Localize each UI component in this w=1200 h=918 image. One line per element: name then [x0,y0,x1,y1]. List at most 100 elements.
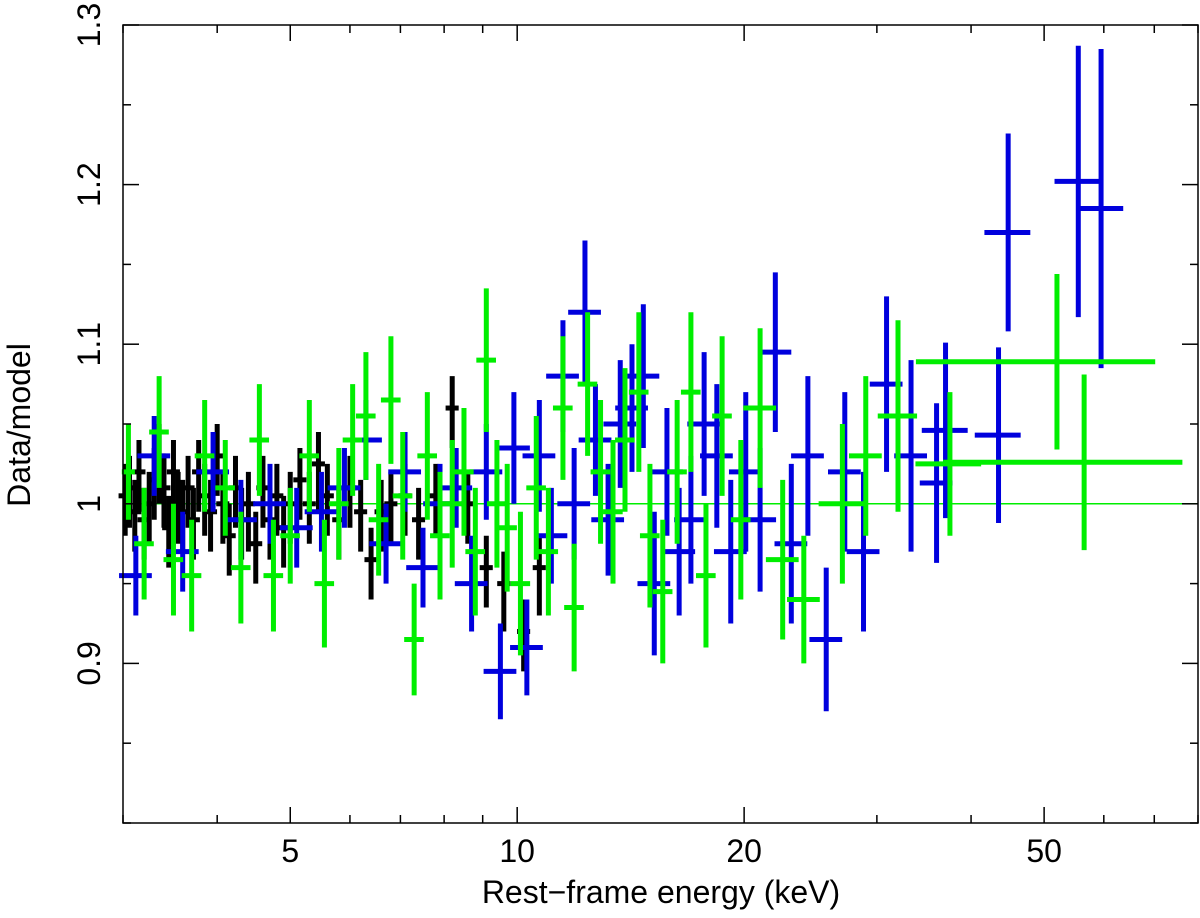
data-point [249,511,263,584]
data-point [577,312,598,456]
data-point [445,376,459,448]
data-point [532,535,546,616]
data-point [680,312,701,472]
data-point [522,400,556,512]
data-point [765,479,799,640]
data-point [974,347,1021,523]
data-point [712,336,732,496]
y-axis-label: Data/model [1,343,37,507]
data-point [497,392,530,504]
data-point [293,447,307,520]
data-point [730,439,751,600]
data-point [476,288,496,432]
data-point [442,439,462,568]
data-point [578,384,612,496]
data-point [984,133,1031,332]
data-point [483,623,517,720]
data-point [497,463,517,592]
data-point [253,463,286,544]
y-tick-label: 1.1 [71,322,107,366]
data-point [510,511,531,656]
series-2 [121,273,1183,696]
data-point [915,273,1156,450]
data-point [280,487,300,584]
data-point [215,439,235,536]
data-point [417,392,438,520]
data-point [486,439,507,568]
data-point [538,487,559,616]
data-point [943,374,1183,551]
axes-layer: 0.9 1 1.1 1.2 1.3 5 10 20 50 [71,3,1199,869]
x-tick-label: 20 [726,833,762,869]
data-point [249,384,270,496]
data-point [465,487,486,616]
data-point [877,320,918,512]
data-point [342,384,363,496]
x-tick-label: 50 [1026,833,1062,869]
data-point [369,503,403,584]
data-point [695,503,716,648]
data-point [299,400,320,512]
data-point [848,376,882,536]
data-point [479,535,493,608]
data-point [809,567,843,712]
data-point [137,416,171,496]
data-point [639,463,660,608]
data-point [787,535,820,664]
data-point [564,543,584,672]
y-tick-label: 1.3 [71,3,107,47]
series-layer [118,45,1198,720]
data-point [119,535,152,616]
data-point [314,519,335,648]
data-point [603,439,623,584]
data-point [194,400,215,512]
x-tick-label: 10 [499,833,535,869]
data-point [1054,45,1101,318]
y-tick-label: 1 [71,495,107,513]
data-point [354,479,368,552]
data-point [327,447,361,528]
data-point [818,424,865,584]
data-point [430,471,450,600]
x-tick-label: 5 [281,833,299,869]
data-point [279,487,313,568]
data-point [743,328,777,488]
data-point [454,408,474,536]
data-point [728,392,762,552]
data-point [526,416,546,560]
data-point [615,368,635,512]
data-point [134,487,154,600]
data-point [667,400,687,544]
data-point [355,352,376,480]
series-1 [119,45,1124,720]
data-point [791,376,824,536]
data-point [557,447,591,560]
data-point [404,583,424,696]
data-point [181,519,202,632]
plot-frame [122,24,1199,824]
data-point [568,240,601,385]
data-point [758,272,792,432]
data-point [700,384,733,528]
data-point [328,447,349,560]
data-point [406,527,439,608]
data-point [230,511,251,624]
data-point [241,471,255,552]
y-tick-label: 1.2 [71,162,107,206]
data-point [149,376,169,488]
data-point [552,336,573,480]
data-point [364,527,378,600]
data-point [628,312,649,472]
data-point [368,463,389,576]
data-point [163,503,184,616]
data-point [1077,48,1124,369]
data-point [510,599,543,696]
data-point [846,471,880,632]
data-point [311,431,325,512]
data-point [534,487,568,584]
y-tick-label: 0.9 [71,641,107,685]
data-point [411,487,426,560]
data-point [380,336,401,464]
data-point [591,463,625,576]
